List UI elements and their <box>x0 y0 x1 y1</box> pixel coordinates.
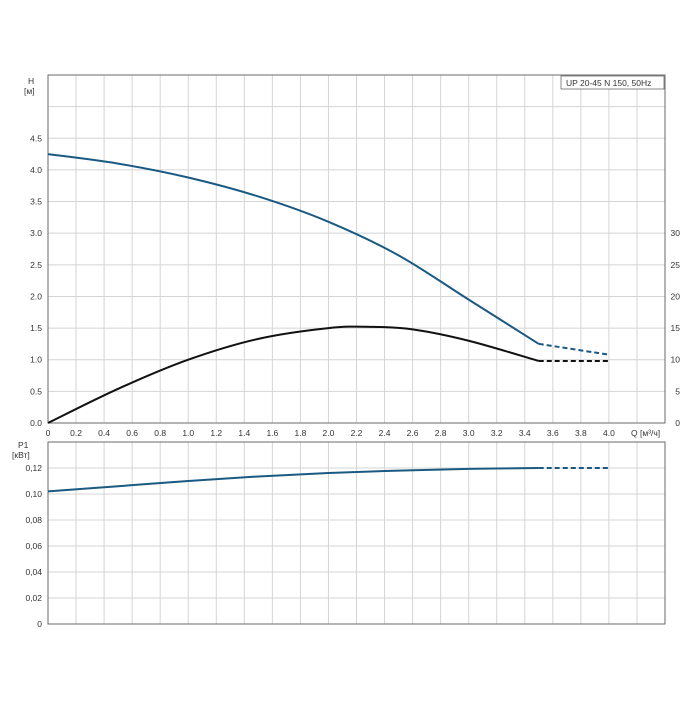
x-tick-label: 1.6 <box>266 428 278 438</box>
x-tick-label: 0.8 <box>154 428 166 438</box>
y-tick-label-left: 3.0 <box>30 228 42 238</box>
y-tick-label-left: 1.5 <box>30 323 42 333</box>
x-tick-label: 2.8 <box>435 428 447 438</box>
y-tick-label-right: 20 <box>671 291 681 301</box>
x-tick-label: 3.2 <box>491 428 503 438</box>
x-tick-label: 1.0 <box>182 428 194 438</box>
y-tick-label-right: 5 <box>675 386 680 396</box>
x-tick-label: 0.6 <box>126 428 138 438</box>
x-tick-label: 2.0 <box>323 428 335 438</box>
series-dashed-head <box>538 342 610 356</box>
x-tick-label: 0.4 <box>98 428 110 438</box>
y-tick-label-right: 0 <box>675 418 680 428</box>
y-tick-label-left: 4.5 <box>30 133 42 143</box>
x-tick-label: 2.2 <box>351 428 363 438</box>
x-tick-label: 3.6 <box>547 428 559 438</box>
x-tick-label: 2.6 <box>407 428 419 438</box>
bottom-plot-frame <box>47 441 666 625</box>
legend-box <box>560 75 665 90</box>
y-tick-label-left: 1.0 <box>30 355 42 365</box>
y-tick-label-left: 0.5 <box>30 386 42 396</box>
y-tick-label-left: 0.0 <box>30 418 42 428</box>
y-tick-label-right: 30 <box>671 228 681 238</box>
y-axis-unit-bottom: [кВт] <box>12 450 30 460</box>
x-tick-label: 1.8 <box>294 428 306 438</box>
x-axis-label: Q [м³/ч] <box>631 428 660 438</box>
series-line-head <box>47 153 540 345</box>
y-tick-label-bottom: 0,04 <box>25 567 42 577</box>
y-axis-label-bottom: P1 <box>18 440 29 450</box>
y-tick-label-left: 3.5 <box>30 197 42 207</box>
y-tick-label-left: 2.0 <box>30 291 42 301</box>
y-tick-label-bottom: 0,10 <box>25 489 42 499</box>
y-tick-label-bottom: 0,08 <box>25 515 42 525</box>
y-tick-label-bottom: 0,06 <box>25 541 42 551</box>
x-tick-label: 3.0 <box>463 428 475 438</box>
y-tick-label-bottom: 0,02 <box>25 593 42 603</box>
x-tick-label: 3.8 <box>575 428 587 438</box>
x-tick-label: 1.2 <box>210 428 222 438</box>
series-line-power <box>47 467 539 493</box>
x-tick-label: 2.4 <box>379 428 391 438</box>
series-line-efficiency <box>47 325 540 424</box>
y-tick-label-right: 15 <box>671 323 681 333</box>
x-tick-label: 4.0 <box>603 428 615 438</box>
x-tick-label: 0 <box>46 428 51 438</box>
y-axis-unit-top: [м] <box>24 86 35 96</box>
chart-title: UP 20-45 N 150, 50Hz <box>566 78 651 88</box>
top-plot-frame <box>47 74 666 424</box>
x-tick-label: 3.4 <box>519 428 531 438</box>
y-tick-label-bottom: 0,12 <box>25 463 42 473</box>
y-tick-label-left: 2.5 <box>30 260 42 270</box>
y-tick-label-left: 4.0 <box>30 165 42 175</box>
y-tick-label-right: 25 <box>671 260 681 270</box>
y-axis-label-top: H <box>28 76 34 86</box>
y-tick-label-right: 10 <box>671 355 681 365</box>
y-tick-label-bottom: 0 <box>37 619 42 629</box>
x-tick-label: 0.2 <box>70 428 82 438</box>
x-tick-label: 1.4 <box>238 428 250 438</box>
